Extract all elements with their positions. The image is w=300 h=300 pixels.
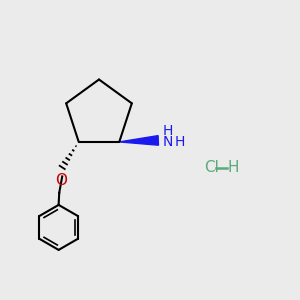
Text: H: H xyxy=(227,160,238,175)
Text: Cl: Cl xyxy=(204,160,219,175)
Polygon shape xyxy=(119,136,158,145)
Text: O: O xyxy=(55,173,67,188)
Text: H: H xyxy=(174,135,184,149)
Text: H: H xyxy=(163,124,173,138)
Text: N: N xyxy=(163,135,173,149)
